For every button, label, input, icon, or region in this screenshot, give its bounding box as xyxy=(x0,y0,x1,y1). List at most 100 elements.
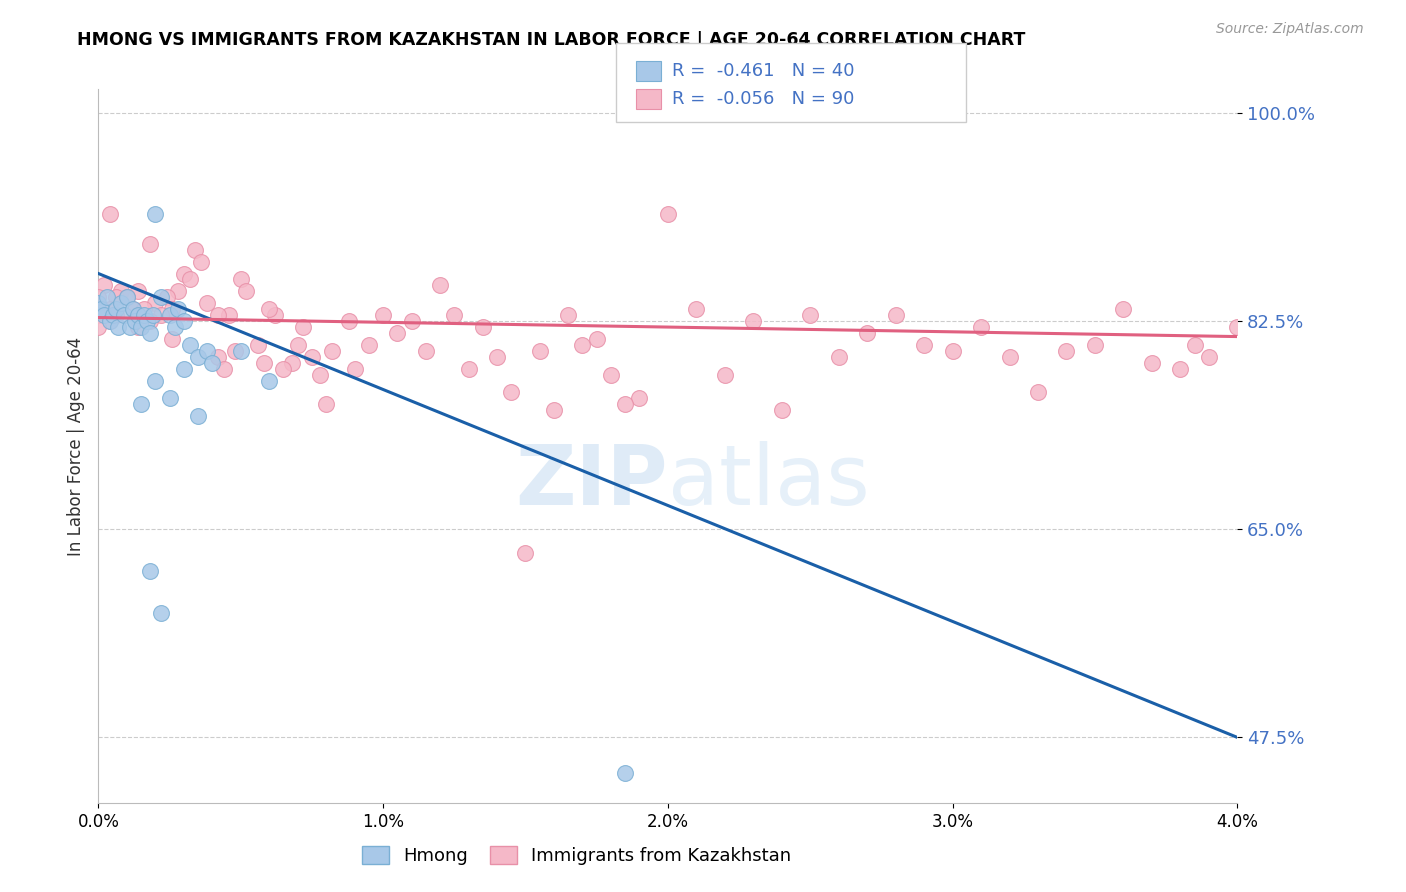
Point xyxy=(371,308,394,322)
Point xyxy=(165,320,187,334)
Point xyxy=(657,207,679,221)
Point xyxy=(150,606,173,620)
Point xyxy=(150,308,173,322)
Point xyxy=(942,343,965,358)
Point xyxy=(87,308,110,322)
Point xyxy=(132,308,155,322)
Point xyxy=(129,397,152,411)
Point xyxy=(87,296,110,310)
Point xyxy=(471,320,494,334)
Point xyxy=(429,278,451,293)
Point xyxy=(685,302,707,317)
Point xyxy=(273,361,295,376)
Point xyxy=(173,314,195,328)
Point xyxy=(93,308,115,322)
Text: R =  -0.056   N = 90: R = -0.056 N = 90 xyxy=(672,90,855,108)
Text: Source: ZipAtlas.com: Source: ZipAtlas.com xyxy=(1216,22,1364,37)
Point xyxy=(127,308,149,322)
Point xyxy=(129,320,152,334)
Legend: Hmong, Immigrants from Kazakhstan: Hmong, Immigrants from Kazakhstan xyxy=(354,838,799,872)
Point xyxy=(138,564,160,578)
Point xyxy=(104,302,127,317)
Point xyxy=(828,350,851,364)
Point xyxy=(628,392,651,406)
Point xyxy=(1112,302,1135,317)
Point xyxy=(87,290,110,304)
Point xyxy=(145,296,167,310)
Point xyxy=(195,343,218,358)
Point xyxy=(93,278,115,293)
Point xyxy=(138,314,160,328)
Point xyxy=(87,320,110,334)
Point xyxy=(195,296,218,310)
Point xyxy=(856,326,879,340)
Point xyxy=(770,403,793,417)
Point xyxy=(118,320,141,334)
Point xyxy=(110,285,132,299)
Point xyxy=(141,308,163,322)
Point xyxy=(387,326,409,340)
Point xyxy=(104,290,127,304)
Point xyxy=(162,332,184,346)
Point xyxy=(343,361,366,376)
Point xyxy=(259,302,281,317)
Point xyxy=(1226,320,1249,334)
Text: R =  -0.461   N = 40: R = -0.461 N = 40 xyxy=(672,62,855,80)
Point xyxy=(1026,385,1049,400)
Point xyxy=(90,302,112,317)
Point xyxy=(799,308,821,322)
Point xyxy=(309,368,332,382)
Point xyxy=(187,350,209,364)
Point xyxy=(138,326,160,340)
Point xyxy=(121,302,143,317)
Point xyxy=(121,302,143,317)
Point xyxy=(742,314,765,328)
Point xyxy=(229,343,252,358)
Point xyxy=(543,403,565,417)
Point xyxy=(218,308,240,322)
Point xyxy=(212,361,235,376)
Point xyxy=(884,308,907,322)
Point xyxy=(224,343,246,358)
Point xyxy=(529,343,551,358)
Point xyxy=(173,361,195,376)
Point xyxy=(110,296,132,310)
Point xyxy=(571,338,593,352)
Text: atlas: atlas xyxy=(668,442,869,522)
Point xyxy=(98,302,121,317)
Point xyxy=(970,320,993,334)
Point xyxy=(187,409,209,424)
Point xyxy=(179,272,201,286)
Point xyxy=(1084,338,1107,352)
Point xyxy=(98,314,121,328)
Point xyxy=(264,308,287,322)
Point xyxy=(207,350,229,364)
Point xyxy=(184,243,207,257)
Point xyxy=(179,338,201,352)
Point xyxy=(107,320,129,334)
Point xyxy=(235,285,257,299)
Point xyxy=(600,368,623,382)
Point xyxy=(614,766,637,780)
Point xyxy=(145,207,167,221)
Point xyxy=(246,338,269,352)
Point xyxy=(292,320,315,334)
Point xyxy=(252,356,274,370)
Point xyxy=(501,385,523,400)
Point xyxy=(115,290,138,304)
Point xyxy=(98,314,121,328)
Point xyxy=(159,308,181,322)
Point xyxy=(337,314,360,328)
Point xyxy=(207,308,229,322)
Point xyxy=(315,397,337,411)
Point xyxy=(159,392,181,406)
Point xyxy=(515,546,537,560)
Point xyxy=(1170,361,1192,376)
Point xyxy=(229,272,252,286)
Point xyxy=(912,338,935,352)
Point xyxy=(101,308,124,322)
Point xyxy=(124,314,146,328)
Point xyxy=(415,343,437,358)
Point xyxy=(167,302,190,317)
Point xyxy=(135,314,157,328)
